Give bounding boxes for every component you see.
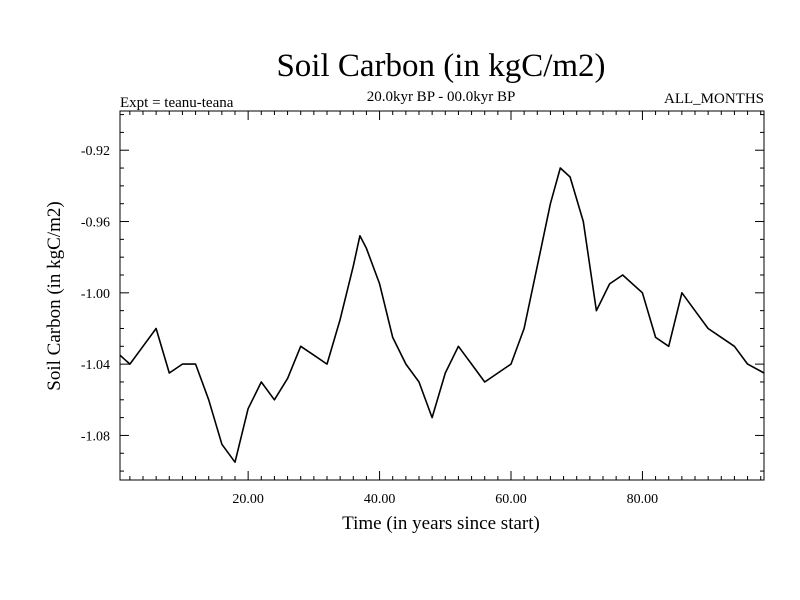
y-tick-labels: -0.92 -0.96 -1.00 -1.04 -1.08 (81, 144, 110, 444)
x-tick-label: 20.00 (232, 492, 264, 507)
series-layer (119, 167, 765, 463)
y-tick-label: -1.00 (81, 287, 110, 302)
x-axis-label: Time (in years since start) (342, 513, 540, 534)
y-axis-label: Soil Carbon (in kgC/m2) (44, 201, 65, 390)
y-tick-label: -1.04 (81, 358, 110, 373)
chart-title: Soil Carbon (in kgC/m2) (276, 48, 605, 84)
y-tick-label: -1.08 (81, 429, 110, 444)
y-tick-label: -0.96 (81, 216, 110, 231)
x-tick-label: 80.00 (627, 492, 659, 507)
months-label: ALL_MONTHS (664, 91, 764, 107)
major-ticks (120, 111, 764, 480)
minor-ticks (120, 111, 764, 480)
chart-subtitle: 20.0kyr BP - 00.0kyr BP (367, 89, 516, 105)
experiment-label: Expt = teanu-teana (120, 95, 234, 111)
series-line (119, 167, 765, 463)
x-tick-label: 60.00 (495, 492, 527, 507)
x-tick-label: 40.00 (364, 492, 396, 507)
x-tick-labels: 20.00 40.00 60.00 80.00 (232, 492, 658, 507)
plot-frame (119, 110, 765, 481)
y-tick-label: -0.92 (81, 144, 110, 159)
